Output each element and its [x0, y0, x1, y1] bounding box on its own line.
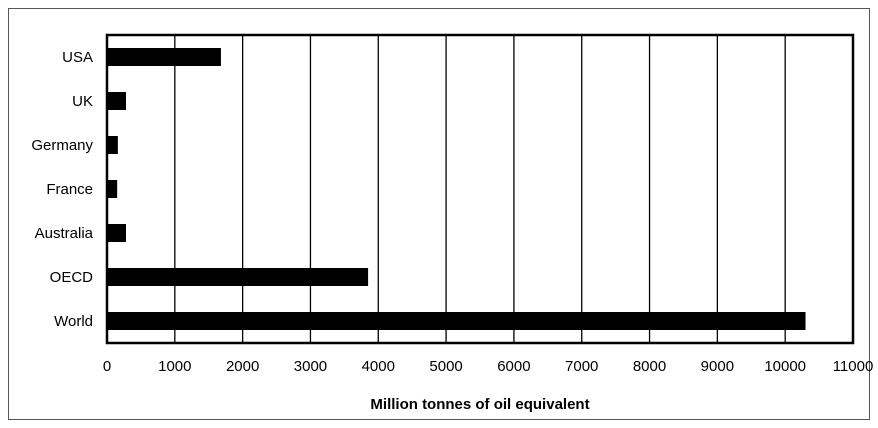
category-label-world: World [54, 313, 93, 330]
bar-usa [107, 48, 221, 66]
category-label-australia: Australia [35, 225, 94, 242]
gridlines [174, 35, 786, 343]
x-axis-label: Million tonnes of oil equivalent [370, 396, 589, 413]
category-label-france: France [46, 181, 93, 198]
bar-france [107, 180, 118, 198]
category-labels: USA UK Germany France Australia OECD World [31, 49, 93, 330]
bar-world [107, 312, 806, 330]
plot-area [107, 35, 853, 343]
x-tick-label: 3000 [294, 358, 327, 375]
x-tick-label: 9000 [701, 358, 734, 375]
x-tick-label: 5000 [429, 358, 462, 375]
x-tick-label: 11000 [833, 358, 874, 375]
x-tick-label: 6000 [497, 358, 530, 375]
category-label-uk: UK [72, 93, 93, 110]
bar-germany [107, 136, 118, 154]
bars [107, 48, 806, 330]
x-tick-labels: 0 1000 2000 3000 4000 5000 6000 7000 8000 9000 100… [103, 358, 873, 375]
bar-uk [107, 92, 126, 110]
category-label-germany: Germany [31, 137, 93, 154]
bar-australia [107, 224, 126, 242]
x-tick-label: 4000 [362, 358, 395, 375]
x-tick-label: 1000 [158, 358, 191, 375]
category-label-usa: USA [62, 49, 93, 66]
x-tick-label: 8000 [633, 358, 666, 375]
bar-oecd [107, 268, 369, 286]
category-label-oecd: OECD [50, 269, 94, 286]
x-tick-label: 0 [103, 358, 111, 375]
x-tick-label: 10000 [764, 358, 806, 375]
x-tick-label: 7000 [565, 358, 598, 375]
x-tick-label: 2000 [226, 358, 259, 375]
